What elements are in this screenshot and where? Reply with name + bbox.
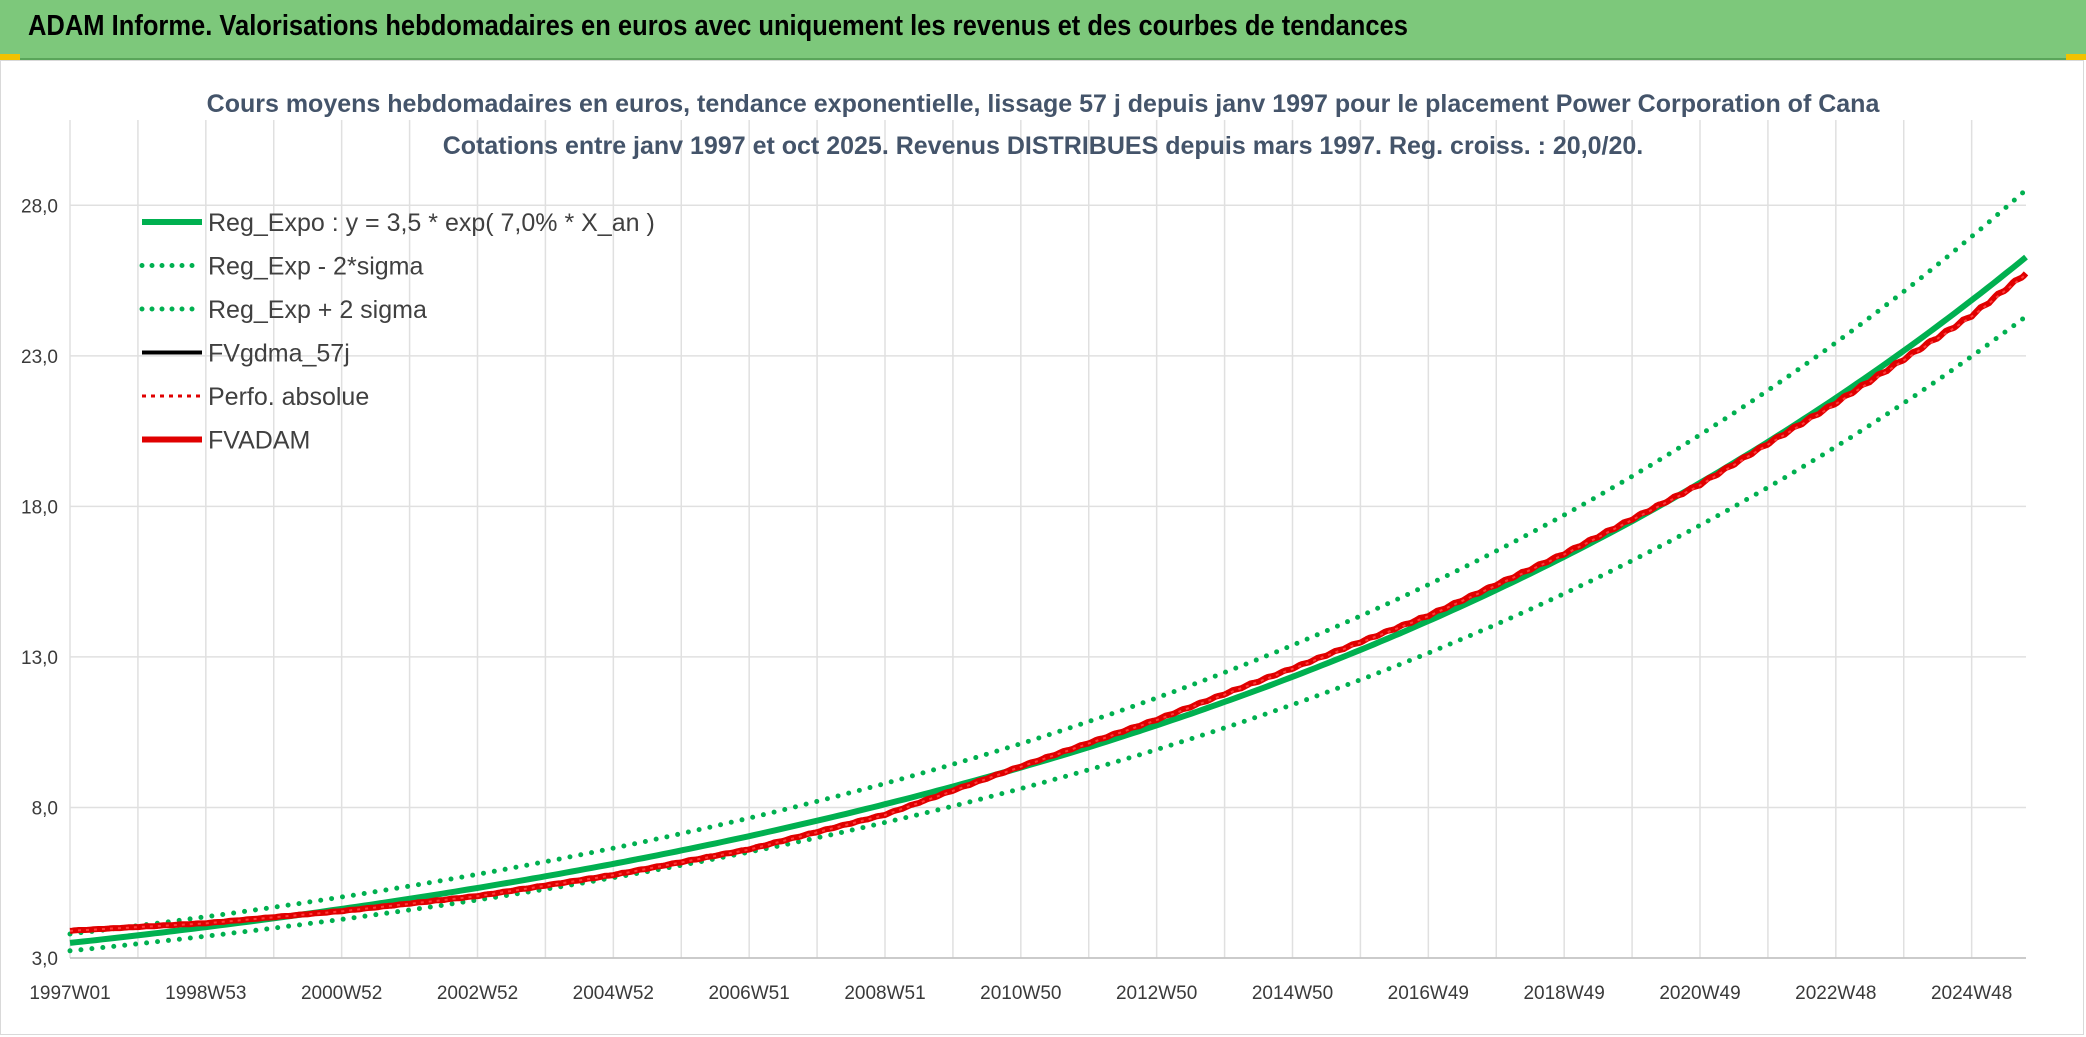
x-tick-label: 2016W49	[1388, 983, 1469, 1004]
page-title: ADAM Informe. Valorisations hebdomadaire…	[28, 10, 1408, 42]
legend-label: FVADAM	[208, 427, 310, 455]
series-fvadam	[69, 271, 2029, 934]
legend: Reg_Expo : y = 3,5 * exp( 7,0% * X_an ) R…	[139, 209, 655, 455]
x-tick-label: 2000W52	[301, 983, 382, 1004]
y-tick-label: 8,0	[32, 798, 58, 819]
x-tick-label: 2014W50	[1252, 983, 1333, 1004]
x-tick-label: 2020W49	[1659, 983, 1740, 1004]
y-tick-label: 3,0	[32, 949, 58, 970]
x-tick-label: 2024W48	[1931, 983, 2012, 1004]
x-tick-label: 2018W49	[1523, 983, 1604, 1004]
x-tick-label: 2004W52	[573, 983, 654, 1004]
y-tick-label: 18,0	[21, 497, 58, 518]
grid	[69, 120, 2026, 959]
series-reg-plus-2sigma	[67, 187, 2029, 937]
legend-label: Reg_Expo : y = 3,5 * exp( 7,0% * X_an )	[208, 209, 655, 237]
chart-frame	[0, 60, 2084, 1035]
x-tick-label: 2010W50	[980, 983, 1061, 1004]
legend-label: Reg_Exp + 2 sigma	[208, 296, 427, 324]
y-tick-label: 13,0	[21, 648, 58, 669]
x-tick-label: 2006W51	[708, 983, 789, 1004]
series-layer	[67, 187, 2029, 954]
series-reg-expo	[69, 254, 2028, 946]
x-tick-label: 1997W01	[29, 983, 110, 1004]
legend-label: Perfo. absolue	[208, 383, 369, 411]
chart-title-line-1: Cours moyens hebdomadaires en euros, ten…	[207, 90, 1881, 118]
x-tick-label: 2022W48	[1795, 983, 1876, 1004]
x-tick-label: 2002W52	[437, 983, 518, 1004]
legend-label: FVgdma_57j	[208, 340, 350, 368]
axes: 3,0 8,0 13,0 18,0 23,0 28,0 1997W01 1998W53 2000…	[21, 196, 2026, 1004]
series-fvgdma-57j	[69, 273, 2027, 932]
series-reg-minus-2sigma	[67, 313, 2029, 954]
x-tick-label: 1998W53	[165, 983, 246, 1004]
y-tick-label: 28,0	[21, 196, 58, 217]
chart-title-line-2: Cotations entre janv 1997 et oct 2025. R…	[443, 132, 1644, 160]
x-tick-label: 2008W51	[844, 983, 925, 1004]
x-tick-label: 2012W50	[1116, 983, 1197, 1004]
y-tick-label: 23,0	[21, 347, 58, 368]
header-banner: ADAM Informe. Valorisations hebdomadaire…	[0, 0, 2086, 60]
corner-marker-right	[2066, 54, 2086, 60]
corner-marker-left	[0, 54, 20, 60]
legend-label: Reg_Exp - 2*sigma	[208, 253, 423, 281]
series-perfo-absolue	[69, 273, 2027, 932]
